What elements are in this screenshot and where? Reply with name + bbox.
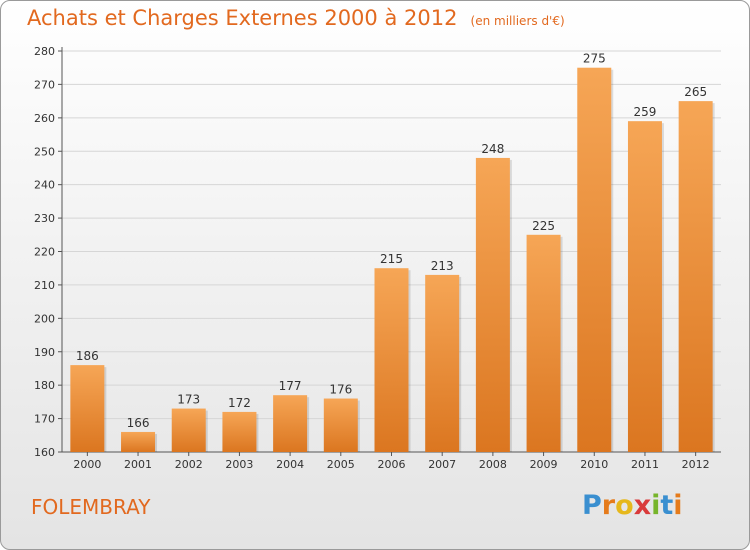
x-tick-label: 2012 [682, 458, 710, 471]
x-tick-label: 2010 [580, 458, 608, 471]
x-tick-labels: 2000 2001 2002 2003 2004 2005 2006 2007 2008 2009… [73, 452, 710, 471]
y-tick-label: 280 [34, 45, 55, 58]
data-label: 248 [481, 142, 504, 156]
chart-unit: (en milliers d'€) [470, 14, 565, 28]
data-label: 177 [279, 379, 302, 393]
x-tick-label: 2009 [530, 458, 558, 471]
data-label: 186 [76, 349, 99, 363]
proxiti-logo: Proxiti [582, 490, 683, 521]
y-tick-label: 220 [34, 246, 55, 259]
bar-2001 [121, 431, 156, 452]
logo-letter: i [651, 490, 661, 521]
x-tick-label: 2011 [631, 458, 659, 471]
y-tick-label: 210 [34, 279, 55, 292]
y-tick-label: 160 [34, 446, 55, 459]
bar-2011 [627, 121, 662, 453]
bar-2010 [577, 67, 612, 452]
x-tick-label: 2006 [378, 458, 406, 471]
x-tick-label: 2002 [175, 458, 203, 471]
bar-2012 [678, 101, 713, 452]
data-label: 225 [532, 219, 555, 233]
bar-2004 [273, 395, 308, 452]
y-tick-label: 170 [34, 413, 55, 426]
data-label: 215 [380, 252, 403, 266]
data-label: 172 [228, 396, 251, 410]
x-tick-label: 2001 [124, 458, 152, 471]
data-label: 275 [583, 52, 606, 66]
y-tick-label: 180 [34, 379, 55, 392]
y-tick-labels: 160 170 180 190 200 210 220 230 240 250 260 270 280 [34, 45, 55, 459]
data-label: 213 [431, 259, 454, 273]
logo-letter: x [633, 490, 652, 521]
city-name: FOLEMBRAY [31, 495, 151, 519]
x-tick-label: 2000 [73, 458, 101, 471]
x-tick-label: 2007 [428, 458, 456, 471]
x-tick-label: 2004 [276, 458, 304, 471]
chart-title: Achats et Charges Externes 2000 à 2012 [27, 6, 458, 30]
y-tick-label: 190 [34, 346, 55, 359]
bars [70, 67, 715, 453]
bar-2002 [171, 408, 206, 452]
logo-letter: t [660, 490, 674, 521]
bar-2000 [70, 365, 105, 452]
bar-2007 [425, 274, 460, 452]
logo-letter: o [615, 490, 634, 521]
bar-2008 [475, 157, 510, 452]
bar-2006 [374, 268, 409, 452]
y-tick-label: 270 [34, 78, 55, 91]
logo-letter: i [673, 490, 683, 521]
y-tick-label: 240 [34, 179, 55, 192]
y-tick-label: 200 [34, 312, 55, 325]
chart-title-block: Achats et Charges Externes 2000 à 2012 (… [27, 6, 565, 30]
bar-2005 [323, 398, 358, 452]
data-label: 173 [177, 393, 200, 407]
y-tick-label: 250 [34, 145, 55, 158]
data-label: 259 [634, 105, 657, 119]
data-label: 176 [329, 383, 352, 397]
y-tick-label: 260 [34, 112, 55, 125]
y-tick-label: 230 [34, 212, 55, 225]
data-label: 166 [127, 416, 150, 430]
bar-2003 [222, 411, 257, 452]
data-labels: 186 166 173 172 177 176 215 213 248 225 275 259 265 [76, 52, 707, 430]
logo-letter: P [582, 490, 602, 521]
x-tick-label: 2003 [225, 458, 253, 471]
x-tick-label: 2005 [327, 458, 355, 471]
logo-letter: r [601, 490, 616, 521]
bar-2009 [526, 234, 561, 452]
x-tick-label: 2008 [479, 458, 507, 471]
data-label: 265 [684, 85, 707, 99]
